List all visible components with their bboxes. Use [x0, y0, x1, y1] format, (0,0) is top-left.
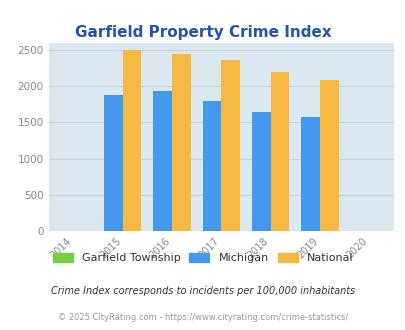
Bar [172, 54, 190, 231]
Legend: Garfield Township, Michigan, National: Garfield Township, Michigan, National [49, 249, 356, 267]
Bar [301, 117, 319, 231]
Bar [202, 101, 221, 231]
Bar [122, 50, 141, 231]
Bar [221, 60, 239, 231]
Bar [319, 80, 338, 231]
Bar [251, 112, 270, 231]
Bar [104, 95, 122, 231]
Bar [153, 91, 172, 231]
Bar [270, 72, 289, 231]
Text: Garfield Property Crime Index: Garfield Property Crime Index [75, 25, 330, 40]
Text: © 2025 CityRating.com - https://www.cityrating.com/crime-statistics/: © 2025 CityRating.com - https://www.city… [58, 313, 347, 322]
Text: Crime Index corresponds to incidents per 100,000 inhabitants: Crime Index corresponds to incidents per… [51, 286, 354, 296]
